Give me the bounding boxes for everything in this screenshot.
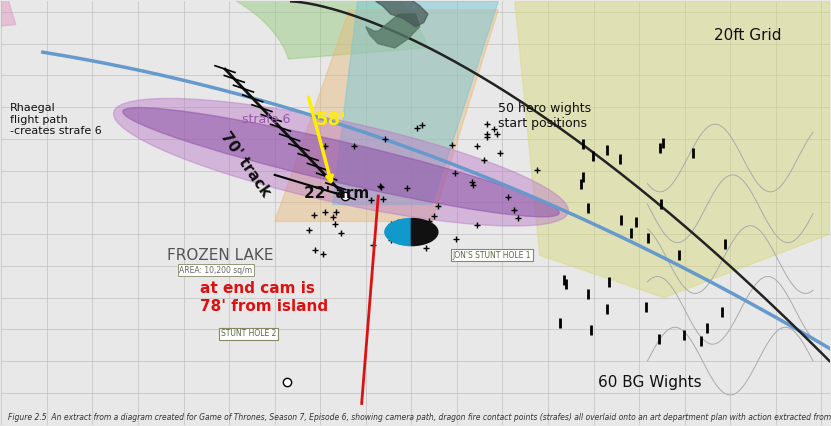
Polygon shape (332, 1, 499, 204)
Wedge shape (385, 219, 411, 245)
Polygon shape (0, 0, 16, 380)
Polygon shape (0, 0, 427, 59)
Text: 70' track: 70' track (218, 129, 273, 200)
Text: 50 hero wights
start positions: 50 hero wights start positions (499, 102, 592, 130)
Ellipse shape (114, 98, 568, 226)
Ellipse shape (123, 107, 559, 217)
Text: STUNT HOLE 2: STUNT HOLE 2 (221, 329, 276, 338)
Text: JON'S STUNT HOLE 1: JON'S STUNT HOLE 1 (453, 251, 531, 260)
Text: 22' arm: 22' arm (303, 187, 369, 201)
Text: Rhaegal
flight path
-creates strafe 6: Rhaegal flight path -creates strafe 6 (10, 103, 101, 136)
Polygon shape (366, 14, 420, 48)
Text: Figure 2.5  An extract from a diagram created for Game of Thrones, Season 7, Epi: Figure 2.5 An extract from a diagram cre… (8, 413, 831, 422)
Polygon shape (515, 1, 829, 298)
Text: 58': 58' (316, 111, 347, 129)
Polygon shape (275, 10, 499, 222)
Text: strafe 6: strafe 6 (242, 113, 290, 127)
Text: AREA: 10,200 sq/m: AREA: 10,200 sq/m (179, 266, 253, 275)
Text: 20ft Grid: 20ft Grid (714, 28, 781, 43)
Polygon shape (376, 0, 428, 27)
Wedge shape (411, 219, 438, 245)
Text: FROZEN LAKE: FROZEN LAKE (167, 248, 273, 263)
Text: 60 BG Wights: 60 BG Wights (597, 375, 701, 390)
Text: at end cam is
78' from island: at end cam is 78' from island (200, 282, 328, 314)
